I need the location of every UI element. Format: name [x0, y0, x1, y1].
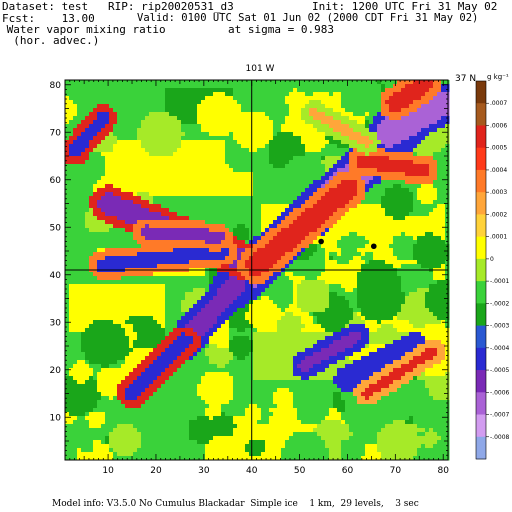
x-tick-label: 80	[437, 466, 449, 476]
colorbar-label: .0006	[490, 122, 507, 129]
colorbar-swatch	[476, 258, 486, 282]
edge-latitude-label: 37 N	[455, 74, 476, 84]
colorbar-label: -.0008	[490, 434, 510, 441]
colorbar-label: .0002	[490, 211, 507, 218]
x-tick-label: 10	[102, 466, 114, 476]
x-tick-label: 60	[342, 466, 354, 476]
colorbar-swatch	[476, 436, 486, 460]
colorbar-swatch	[476, 192, 486, 215]
colorbar-swatch	[476, 347, 486, 371]
y-tick-label: 10	[50, 413, 62, 423]
y-tick-label: 60	[50, 176, 62, 186]
field-name-line2: (hor. advec.)	[0, 34, 100, 47]
colorbar-unit-label: g kg⁻¹	[487, 73, 509, 81]
forecast-label: Fcst: 13.00	[2, 12, 95, 25]
colorbar-swatch	[476, 281, 486, 304]
colorbar-label: .0007	[490, 100, 507, 107]
colorbar-swatch	[476, 303, 486, 326]
colorbar-swatch	[476, 236, 486, 260]
colorbar-label: -.0005	[490, 367, 510, 374]
colorbar-label: .0004	[490, 167, 507, 174]
field-shading	[65, 80, 450, 461]
init-label: Init: 1200 UTC Fri 31 May 02	[312, 0, 498, 13]
colorbar-label: -.0006	[490, 389, 510, 396]
y-tick-label: 40	[50, 271, 62, 281]
x-tick-label: 50	[294, 466, 306, 476]
colorbar-frame	[475, 80, 487, 460]
colorbar-swatch	[476, 214, 486, 238]
center-longitude-label: 101 W	[246, 64, 275, 74]
y-tick-label: 20	[50, 366, 62, 376]
colorbar-label: -.0001	[490, 278, 510, 285]
colorbar-label: .0001	[490, 234, 507, 241]
y-tick-label: 70	[50, 128, 62, 138]
colorbar-swatch	[476, 81, 486, 104]
y-tick-label: 30	[50, 318, 62, 328]
station-marker	[318, 238, 324, 245]
y-tick-label: 50	[50, 223, 62, 233]
colorbar-swatch	[476, 325, 486, 349]
valid-label: Valid: 0100 UTC Sat 01 Jun 02 (2000 CDT …	[137, 12, 479, 24]
x-tick-label: 70	[390, 466, 402, 476]
model-info-footer: Model info: V3.5.0 No Cumulus Blackadar …	[52, 499, 419, 509]
colorbar-swatch	[476, 125, 486, 149]
axes: 10 20 30 40 50 60 70 80 10 20 30 40 50 60 70 80	[50, 79, 449, 476]
x-tick-label: 30	[198, 466, 210, 476]
level-label: at sigma = 0.983	[228, 23, 334, 36]
colorbar-label: .0005	[490, 145, 507, 152]
colorbar: .0007 .0006 .0005 .0004 .0003 .0002 .0001 0 -.00…	[475, 80, 510, 460]
colorbar-label: .0003	[490, 189, 507, 196]
colorbar-swatch	[476, 392, 486, 415]
station-marker	[370, 243, 377, 250]
colorbar-swatch	[476, 370, 486, 393]
field-name-line1: Water vapor mixing ratio	[0, 23, 166, 36]
y-tick-label: 80	[50, 81, 62, 91]
colorbar-label: -.0002	[490, 300, 510, 307]
x-tick-label: 20	[150, 466, 162, 476]
colorbar-label: -.0004	[490, 345, 510, 352]
colorbar-swatch	[476, 169, 486, 193]
colorbar-swatch	[476, 414, 486, 438]
colorbar-label: 0	[490, 256, 494, 263]
colorbar-swatch	[476, 103, 486, 126]
x-tick-label: 40	[246, 466, 258, 476]
dataset-label: Dataset: test RIP: rip20020531_d3	[2, 0, 234, 13]
colorbar-swatch	[476, 147, 486, 171]
colorbar-label: -.0007	[490, 412, 510, 419]
colorbar-label: -.0003	[490, 323, 510, 330]
